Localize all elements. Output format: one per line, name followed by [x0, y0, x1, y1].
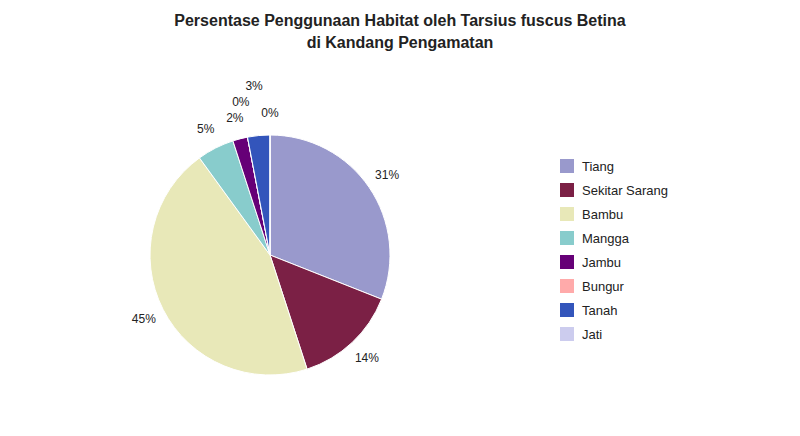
data-label: 31% — [375, 168, 399, 182]
pie — [150, 135, 390, 375]
legend-label: Bungur — [582, 279, 625, 294]
data-label: 0% — [232, 95, 250, 109]
legend-item: Tanah — [560, 303, 617, 318]
data-label: 3% — [245, 79, 263, 93]
legend-label: Bambu — [582, 207, 623, 222]
legend-label: Jati — [582, 327, 602, 342]
legend-item: Sekitar Sarang — [560, 183, 668, 198]
legend-swatch — [560, 207, 574, 221]
legend-swatch — [560, 279, 574, 293]
legend-swatch — [560, 159, 574, 173]
data-label: 0% — [261, 106, 279, 120]
chart: Persentase Penggunaan Habitat oleh Tarsi… — [0, 0, 800, 436]
legend-swatch — [560, 303, 574, 317]
legend-label: Tiang — [582, 159, 614, 174]
slice — [248, 135, 270, 255]
data-label: 5% — [197, 122, 215, 136]
legend-item: Bambu — [560, 207, 623, 222]
slice — [270, 135, 271, 255]
legend-swatch — [560, 183, 574, 197]
legend-item: Jambu — [560, 255, 621, 270]
legend-swatch — [560, 327, 574, 341]
legend-item: Bungur — [560, 279, 625, 294]
legend-item: Jati — [560, 327, 602, 342]
legend-item: Tiang — [560, 159, 614, 174]
data-label: 2% — [226, 111, 244, 125]
legend-label: Tanah — [582, 303, 617, 318]
data-label: 45% — [132, 312, 156, 326]
legend-swatch — [560, 231, 574, 245]
subtitle: di Kandang Pengamatan — [307, 34, 494, 51]
legend-swatch — [560, 255, 574, 269]
legend-label: Sekitar Sarang — [582, 183, 668, 198]
legend-label: Mangga — [582, 231, 630, 246]
data-label: 14% — [355, 351, 379, 365]
legend-item: Mangga — [560, 231, 630, 246]
data-labels: 31% 14% 45% 5% 2% 0% 3% 0% — [132, 79, 400, 365]
legend: Tiang Sekitar Sarang Bambu Mangga Jambu Bungu… — [560, 159, 668, 342]
title: Persentase Penggunaan Habitat oleh Tarsi… — [174, 12, 625, 29]
legend-label: Jambu — [582, 255, 621, 270]
